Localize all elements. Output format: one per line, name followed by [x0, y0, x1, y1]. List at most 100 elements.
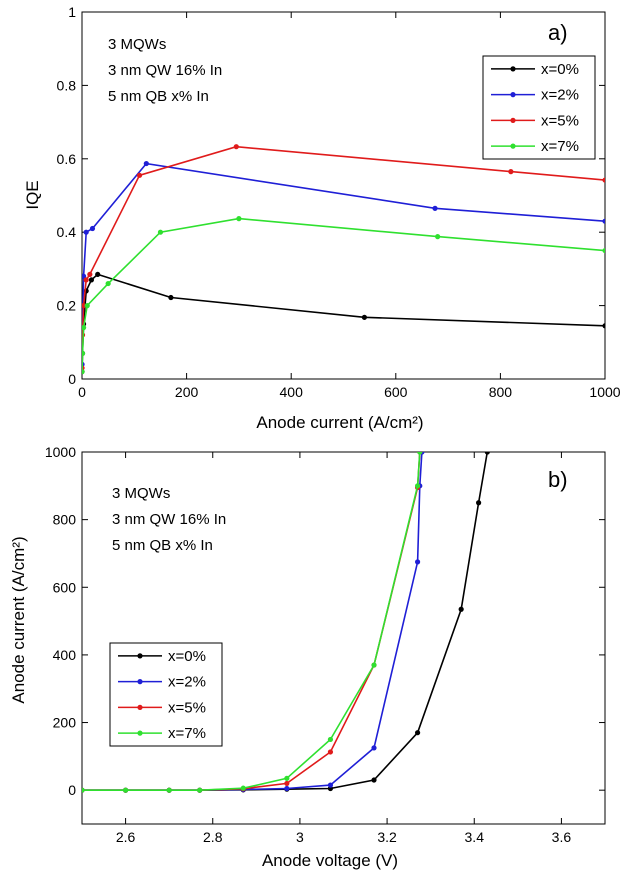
legend-marker — [137, 653, 143, 659]
data-point — [414, 730, 421, 736]
y-tick-label: 400 — [53, 647, 77, 663]
data-point — [327, 736, 334, 743]
panel-b: 2.6 2.8 3 3.2 3.4 3.6 0 200 400 600 800 1000 b) 3 M… — [9, 444, 606, 870]
data-point — [327, 782, 334, 788]
y-tick-label: 0 — [68, 782, 76, 798]
legend-marker — [510, 117, 516, 123]
series-group-b — [82, 452, 490, 793]
data-point — [233, 144, 239, 150]
data-point — [371, 662, 377, 668]
series-line-x=7% — [82, 452, 421, 792]
x-tick-label: 2.6 — [116, 829, 136, 845]
legend-marker — [137, 679, 143, 685]
data-point — [602, 218, 605, 224]
y-axis-label-b: Anode current (A/cm²) — [9, 536, 28, 703]
data-point — [136, 172, 143, 178]
y-tick-label: 200 — [53, 715, 77, 731]
data-point — [122, 787, 129, 793]
legend-label: x=7% — [541, 138, 579, 155]
data-point — [240, 785, 246, 791]
y-tick-label: 0 — [68, 371, 76, 387]
legend-label: x=5% — [541, 112, 579, 129]
x-axis-label-b: Anode voltage (V) — [262, 851, 398, 870]
data-point — [284, 775, 290, 781]
x-tick-label: 3.6 — [552, 829, 572, 845]
data-point — [105, 280, 111, 287]
axis-ticks-a: 0 200 400 600 800 1000 0 0.2 0.4 0.6 0.8 1 — [57, 4, 621, 400]
legend-label: x=0% — [541, 61, 579, 78]
y-axis-label-a: IQE — [23, 180, 42, 209]
data-point — [602, 177, 605, 183]
data-point — [432, 205, 438, 211]
x-tick-label: 3 — [296, 829, 304, 845]
data-point — [82, 787, 85, 793]
data-point — [371, 745, 377, 751]
legend-b: x=0% x=2% x=5% x=7% — [109, 642, 223, 747]
data-point — [602, 247, 605, 254]
data-point — [458, 606, 464, 612]
data-point — [371, 777, 377, 783]
data-point — [95, 271, 101, 278]
data-point — [284, 780, 290, 787]
data-point — [166, 787, 172, 793]
x-tick-label: 400 — [280, 384, 304, 400]
data-point — [82, 350, 86, 356]
x-tick-label: 3.4 — [465, 829, 485, 845]
x-tick-label: 600 — [384, 384, 408, 400]
panel-a: 0 200 400 600 800 1000 0 0.2 0.4 0.6 0.8 1 a) 3 MQW… — [23, 4, 621, 432]
data-point — [84, 303, 90, 309]
data-point — [414, 483, 421, 489]
y-tick-label: 800 — [53, 512, 77, 528]
data-point — [83, 277, 89, 283]
legend-label: x=0% — [168, 648, 206, 665]
x-tick-label: 200 — [175, 384, 199, 400]
x-tick-label: 1000 — [589, 384, 620, 400]
legend-marker — [137, 704, 143, 710]
legend-marker — [137, 730, 143, 736]
x-axis-label-a: Anode current (A/cm²) — [256, 413, 423, 432]
legend-marker — [510, 143, 516, 149]
data-point — [82, 369, 85, 375]
axis-ticks-b: 2.6 2.8 3 3.2 3.4 3.6 0 200 400 600 800 1000 — [45, 444, 605, 845]
data-point — [89, 225, 96, 232]
data-point — [157, 229, 164, 235]
data-point — [83, 229, 89, 235]
annotation-a-line-3: 5 nm QB x% In — [108, 88, 209, 105]
y-tick-label: 600 — [53, 579, 77, 595]
data-point — [327, 749, 334, 755]
panel-label-a: a) — [548, 20, 568, 45]
legend-label: x=2% — [541, 87, 579, 104]
data-point — [508, 169, 514, 175]
annotation-b-line-3: 5 nm QB x% In — [112, 537, 213, 554]
panel-label-b: b) — [548, 467, 568, 492]
x-tick-label: 800 — [489, 384, 513, 400]
data-point — [476, 500, 482, 506]
annotation-a-line-1: 3 MQWs — [108, 36, 166, 53]
annotation-a-line-2: 3 nm QW 16% In — [108, 62, 222, 79]
data-point — [88, 277, 95, 283]
legend-label: x=2% — [168, 674, 206, 691]
y-tick-label: 0.4 — [57, 224, 77, 240]
y-tick-label: 0.8 — [57, 77, 77, 93]
y-tick-label: 0.2 — [57, 298, 77, 314]
data-point — [82, 325, 87, 331]
data-point — [361, 314, 368, 320]
plot-frame-b — [81, 451, 606, 825]
data-point — [284, 785, 290, 792]
x-tick-label: 0 — [78, 384, 86, 400]
data-point — [414, 559, 421, 565]
y-tick-label: 1 — [68, 4, 76, 20]
data-point — [602, 323, 605, 329]
data-point — [236, 216, 242, 222]
data-point — [197, 787, 203, 793]
data-point — [435, 234, 441, 240]
legend-box — [482, 55, 596, 160]
legend-box — [109, 642, 223, 747]
legend-a: x=0% x=2% x=5% x=7% — [482, 55, 596, 160]
data-point — [417, 452, 423, 455]
data-point — [484, 452, 490, 455]
data-point — [87, 271, 93, 278]
legend-label: x=7% — [168, 725, 206, 742]
y-tick-label: 0.6 — [57, 151, 77, 167]
